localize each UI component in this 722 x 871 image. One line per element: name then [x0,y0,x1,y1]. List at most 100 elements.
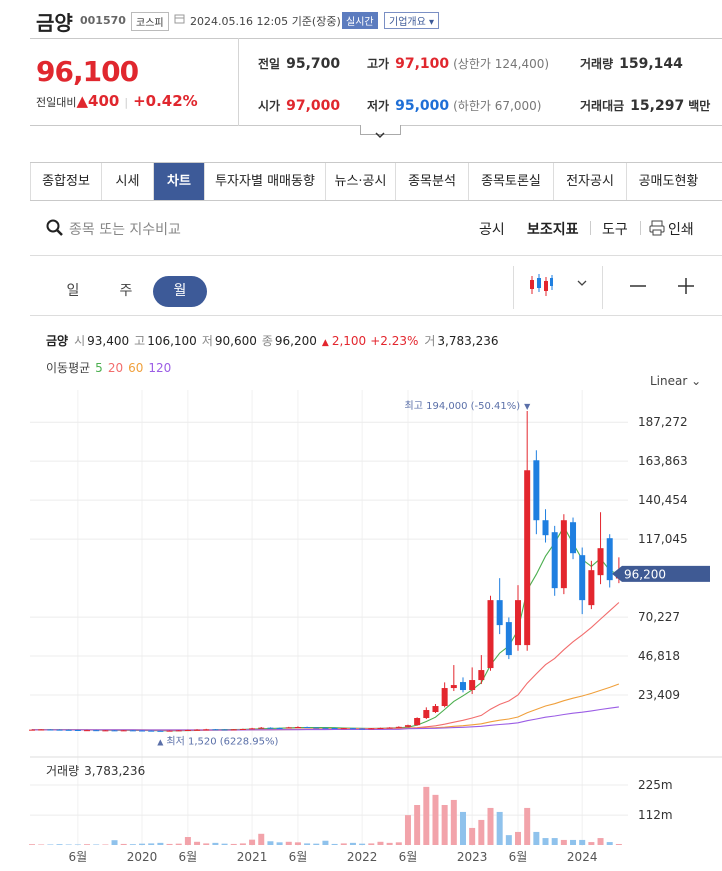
volume-bar [404,815,411,845]
candle-body [533,460,540,521]
overview-text: 기업개요 [389,17,426,28]
volume-bar [212,842,219,845]
candle-body [111,730,118,732]
candle-body [84,730,91,732]
info-arrow: ▲ [321,338,329,348]
y-tick-label: 140,454 [638,493,688,507]
tab[interactable]: 공매도현황 [626,163,710,200]
volume-bar [249,839,256,845]
scale-select[interactable]: Linear ⌄ [650,374,702,388]
tab[interactable]: 종목토론실 [468,163,553,200]
tool-disclosure[interactable]: 공시 [479,222,505,238]
tab[interactable]: 뉴스·공시 [325,163,395,200]
x-tick-label: 2021 [237,850,268,864]
volume-bar [139,843,146,845]
candle-body [194,729,201,731]
volume-bar [606,842,613,845]
ma-line [32,683,620,731]
candle-body [423,710,430,719]
y-tick-label: 23,409 [638,688,680,702]
candle-body [129,730,136,732]
candle-icon[interactable] [528,272,554,298]
quote-label: 거래량 [580,57,614,71]
volume-bar [377,841,384,845]
quote-value: 95,000 [395,98,450,114]
tab[interactable]: 종목분석 [395,163,468,200]
candle-body [487,600,494,669]
quote-item: 고가 97,100 (상한가 124,400) [367,55,549,72]
expand-button[interactable] [360,125,401,139]
tool-print[interactable]: 인쇄 [668,222,694,238]
volume-bar [478,819,485,845]
y-tick-label: 46,818 [638,649,680,663]
tab[interactable]: 전자공시 [553,163,626,200]
quote-item: 거래대금 15,297 백만 [580,97,710,114]
volume-bar [469,827,476,845]
candle-body [579,555,586,601]
tool-tools[interactable]: 도구 [602,222,628,238]
basis: 기준(장중) [291,15,341,28]
dropdown-icon[interactable] [576,278,588,288]
search-placeholder[interactable]: 종목 또는 지수비교 [69,222,181,238]
candle-body [102,730,109,732]
period[interactable]: 일 [66,283,80,299]
x-tick-label: 2020 [127,850,158,864]
x-tick-label: 6월 [289,850,308,864]
candle-body [441,688,448,707]
candle-body [368,728,375,730]
overview-button[interactable]: 기업개요 ▾ [384,12,440,29]
candle-body [450,685,457,689]
volume-bar [496,811,503,845]
candle-body [322,727,329,729]
tab[interactable]: 종합정보 [30,163,101,200]
candle-body [560,520,567,589]
candle-body [166,730,173,732]
zoom-in[interactable] [676,276,696,296]
volume-title: 거래량 [46,764,79,778]
tab[interactable]: 시세 [101,163,153,200]
candle-body [148,730,155,732]
volume-bar [230,843,237,845]
change-pct: +0.42% [133,92,198,110]
tab[interactable]: 투자자별 매매동향 [204,163,325,200]
tab[interactable]: 차트 [153,163,204,200]
ma-line [32,525,620,732]
volume-bar [285,841,292,845]
volume-value: 3,783,236 [84,764,145,778]
candle-body [139,730,146,732]
change-value: 400 [88,92,120,110]
volume-bar [102,844,109,845]
candle-body [505,622,512,656]
candle-body [285,727,292,729]
separator [513,266,514,309]
period[interactable]: 주 [119,283,133,299]
volume-label: 거래량 3,783,236 [46,764,145,778]
candle-body [469,680,476,691]
candle-body [93,730,100,732]
candle-body [496,600,503,626]
y-tick-label: 163,863 [638,454,688,468]
realtime-badge[interactable]: 실시간 [342,12,378,29]
scale-text: Linear [650,374,688,388]
volume-bar [65,844,72,845]
zoom-out[interactable] [628,276,648,296]
candle-body [276,728,283,730]
candle-body [524,470,531,646]
search-bar [30,201,722,256]
quote-label: 전일 [258,57,281,71]
info-value: 93,400 [87,334,130,348]
info-label: 저 [201,334,213,348]
info-value: 106,100 [147,334,197,348]
x-tick-label: 6월 [509,850,528,864]
ma-legend: 이동평균 5 20 60 120 [46,359,171,376]
min-annotation: 최저 1,520 (6228.95%) [166,735,278,747]
quote-item: 거래량 159,144 [580,55,683,72]
volume-bar [56,844,63,845]
tool-indicator[interactable]: 보조지표 [527,222,579,238]
quote-label: 고가 [367,57,390,71]
candle-body [267,727,274,729]
quote-label: 거래대금 [580,99,625,113]
x-tick-label: 6월 [69,850,88,864]
period[interactable]: 월 [153,276,207,307]
